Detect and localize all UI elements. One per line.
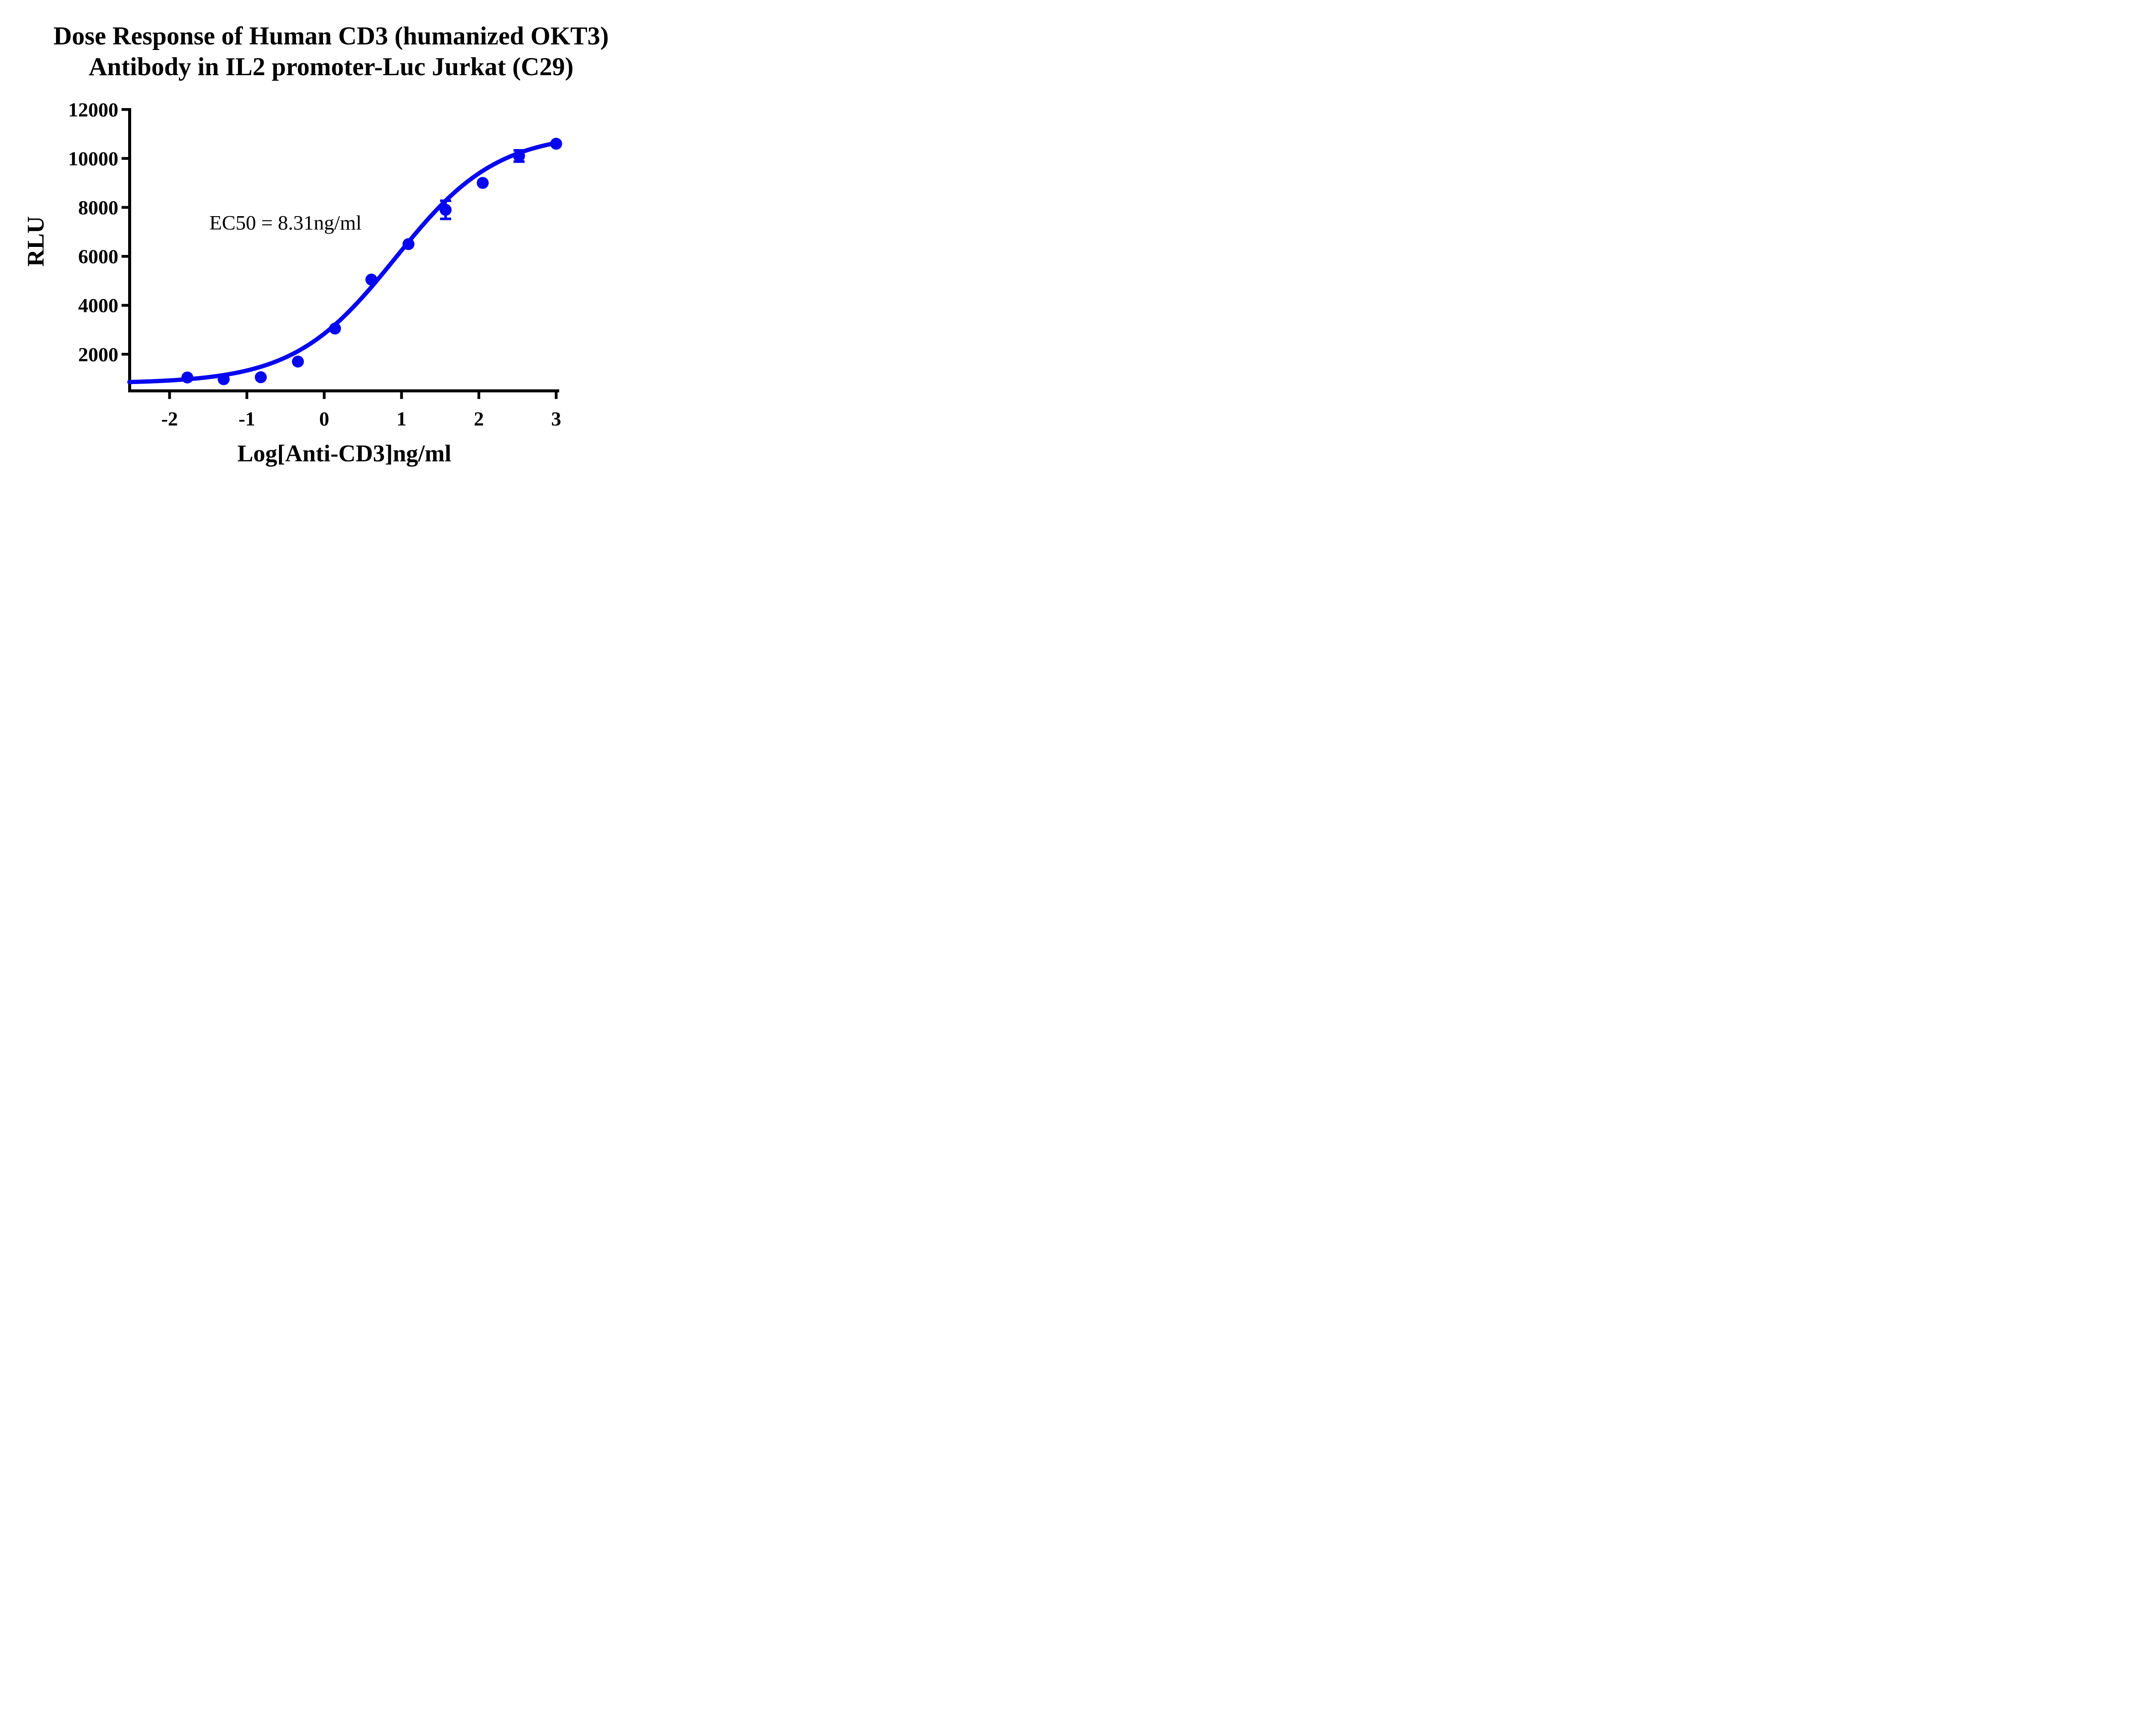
data-point	[329, 323, 341, 335]
data-point	[550, 138, 562, 150]
x-tick-label: 1	[396, 408, 407, 430]
y-tick-label: 10000	[68, 148, 119, 170]
data-point	[402, 238, 415, 250]
x-tick-label: 0	[319, 408, 329, 430]
data-point	[476, 177, 489, 189]
x-axis-label: Log[Anti-CD3]ng/ml	[237, 440, 452, 467]
data-point	[440, 204, 452, 216]
y-tick-label: 6000	[78, 246, 118, 268]
y-tick-label: 8000	[78, 197, 118, 219]
x-tick-label: -2	[161, 408, 178, 430]
data-point	[513, 150, 525, 162]
y-tick-label: 12000	[68, 99, 119, 121]
data-point	[181, 371, 194, 384]
ec50-annotation: EC50 = 8.31ng/ml	[209, 211, 362, 235]
data-point	[292, 355, 304, 368]
fit-curve	[127, 141, 558, 384]
chart-title-line2: Antibody in IL2 promoter-Luc Jurkat (C29…	[88, 53, 574, 81]
y-tick-label: 2000	[78, 343, 118, 366]
data-point	[255, 371, 267, 384]
y-tick-label: 4000	[78, 295, 118, 317]
x-tick-label: 2	[474, 408, 484, 430]
x-tick-label: -1	[238, 408, 255, 430]
chart-page: Dose Response of Human CD3 (humanized OK…	[0, 0, 662, 485]
data-point	[365, 273, 378, 286]
x-tick-label: 3	[551, 408, 561, 430]
chart-title-line1: Dose Response of Human CD3 (humanized OK…	[53, 22, 609, 50]
plot-svg: 2000 4000 6000 8000 10000 12000 -2 -1 0 1 2 3	[68, 99, 562, 430]
chart-title: Dose Response of Human CD3 (humanized OK…	[0, 21, 662, 82]
data-point	[217, 373, 230, 385]
